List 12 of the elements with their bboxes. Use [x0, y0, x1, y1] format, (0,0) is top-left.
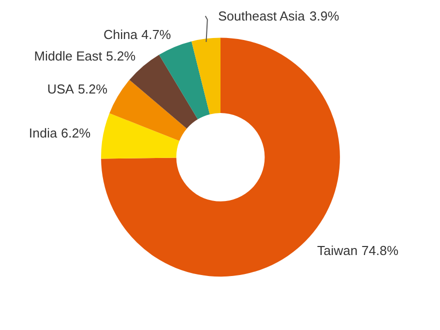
slice-label: Taiwan — [317, 242, 358, 258]
data-label: 5.2% — [78, 81, 108, 96]
slice-label: India — [28, 126, 58, 141]
data-label: 6.2% — [60, 126, 92, 141]
slice-label: Middle East — [34, 48, 102, 64]
data-label: 5.2% — [106, 48, 136, 64]
slice-label: Southeast Asia — [218, 8, 306, 24]
slice-label: China — [103, 27, 138, 42]
data-label: 4.7% — [141, 27, 172, 42]
data-label: 74.8% — [362, 242, 399, 258]
data-label: 3.9% — [309, 8, 340, 24]
slice-label: USA — [47, 81, 74, 96]
